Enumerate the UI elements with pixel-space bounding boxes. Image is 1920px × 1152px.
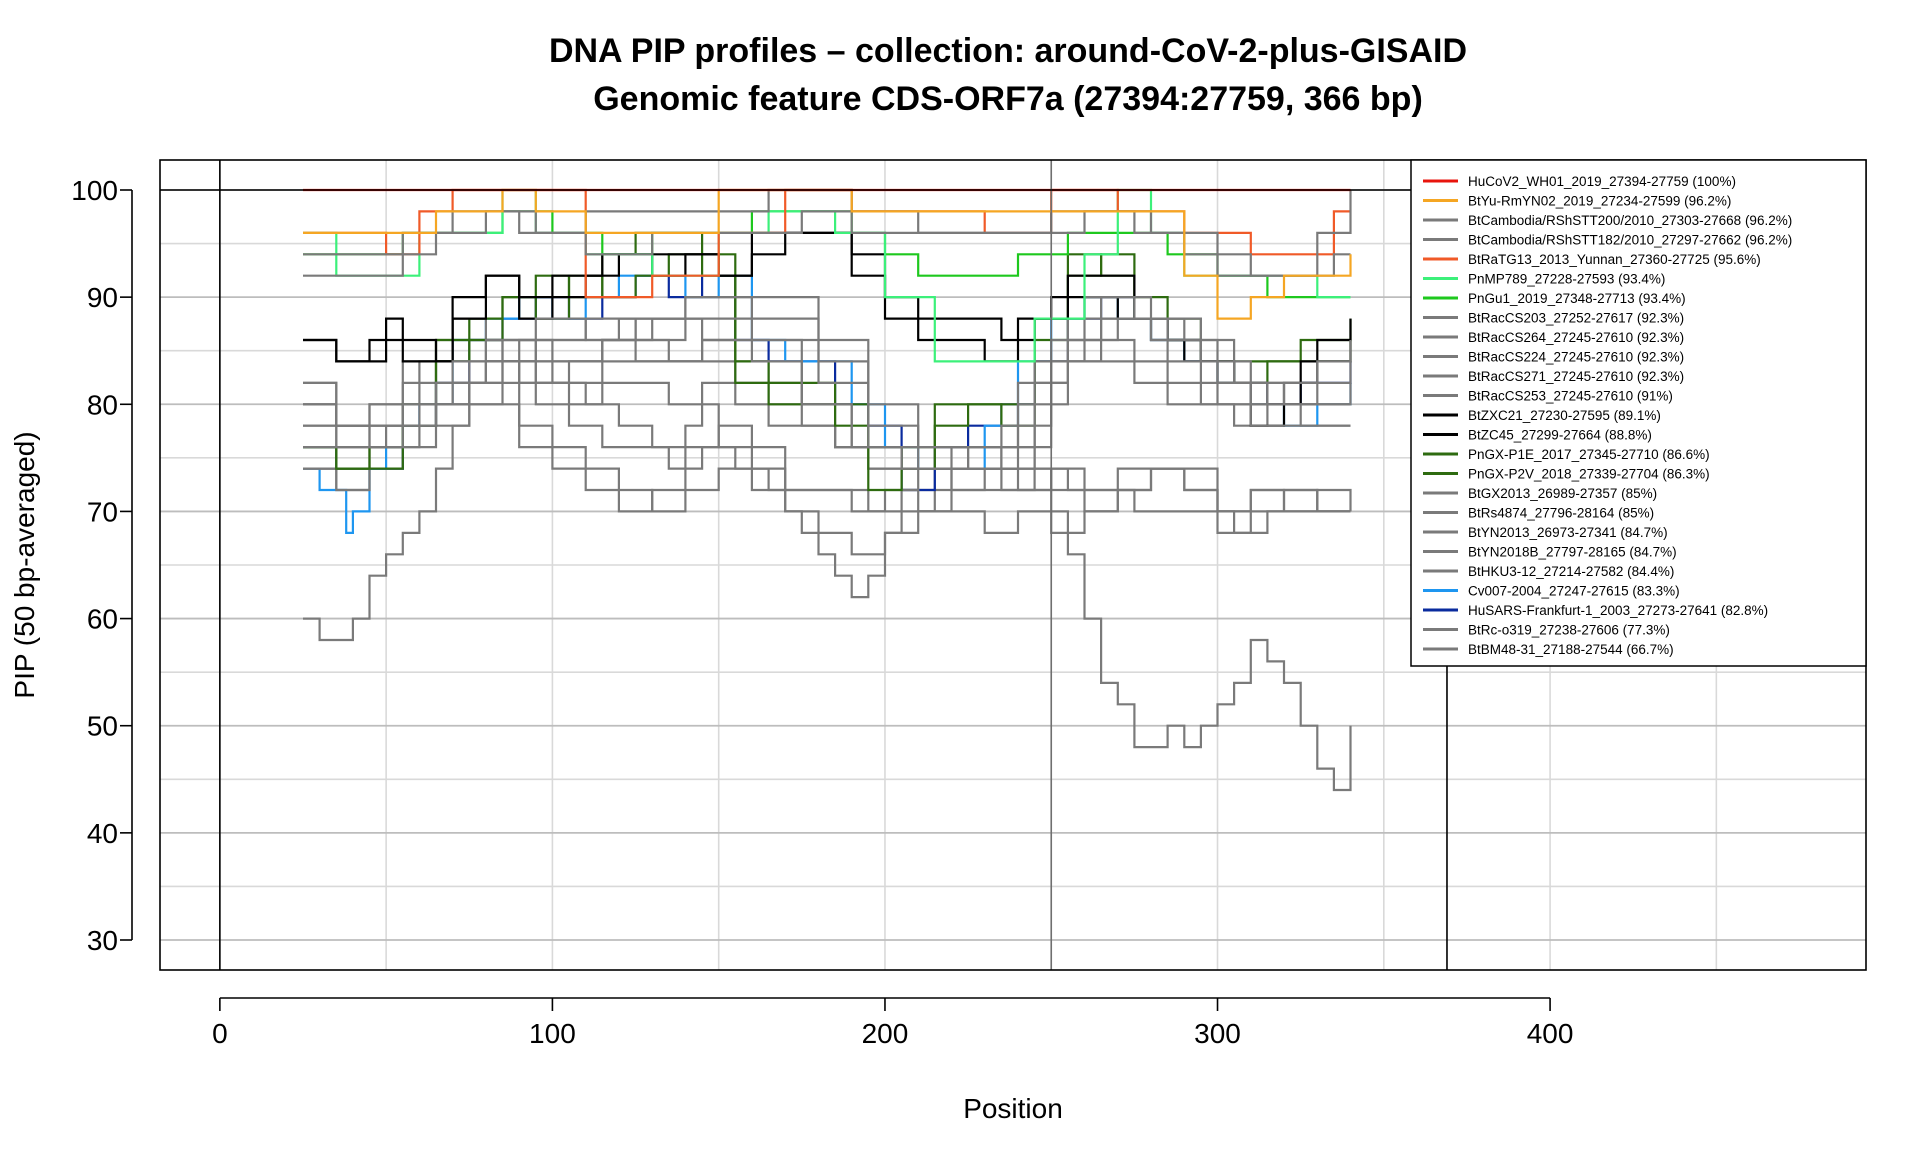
- legend-label: BtCambodia/RShSTT182/2010_27297-27662 (9…: [1468, 233, 1792, 248]
- series-line: [303, 231, 1352, 427]
- legend-label: BtRs4874_27796-28164 (85%): [1468, 506, 1654, 521]
- x-tick-label: 200: [862, 1018, 909, 1049]
- x-tick-label: 300: [1194, 1018, 1241, 1049]
- legend-label: BtRacCS203_27252-27617 (92.3%): [1468, 311, 1684, 326]
- legend-label: BtRacCS224_27245-27610 (92.3%): [1468, 350, 1684, 365]
- legend-label: PnMP789_27228-27593 (93.4%): [1468, 272, 1665, 287]
- y-tick-label: 100: [71, 175, 118, 206]
- series-line: [303, 360, 1351, 534]
- series-line: [303, 188, 1352, 320]
- y-tick-label: 40: [87, 818, 118, 849]
- legend-label: HuCoV2_WH01_2019_27394-27759 (100%): [1468, 174, 1736, 189]
- legend-label: BtGX2013_26989-27357 (85%): [1468, 486, 1657, 501]
- legend-label: BtYN2013_26973-27341 (84.7%): [1468, 525, 1668, 540]
- legend-label: Cv007-2004_27247-27615 (83.3%): [1468, 584, 1680, 599]
- legend-label: PnGu1_2019_27348-27713 (93.4%): [1468, 291, 1686, 306]
- x-tick-label: 400: [1527, 1018, 1574, 1049]
- legend-label: PnGX-P2V_2018_27339-27704 (86.3%): [1468, 467, 1710, 482]
- y-tick-label: 70: [87, 496, 118, 527]
- y-tick-label: 60: [87, 604, 118, 635]
- legend-label: BtRacCS271_27245-27610 (92.3%): [1468, 369, 1684, 384]
- legend-label: BtYN2018B_27797-28165 (84.7%): [1468, 545, 1677, 560]
- legend-label: BtHKU3-12_27214-27582 (84.4%): [1468, 564, 1674, 579]
- legend-label: BtCambodia/RShSTT200/2010_27303-27668 (9…: [1468, 213, 1792, 228]
- series-line: [303, 296, 1351, 449]
- x-axis-ticks: 0 100 200 300 400: [212, 997, 1574, 1049]
- legend-label: BtYu-RmYN02_2019_27234-27599 (96.2%): [1468, 194, 1731, 209]
- chart-title: DNA PIP profiles – collection: around-Co…: [549, 32, 1467, 70]
- x-tick-label: 0: [212, 1018, 228, 1049]
- legend: HuCoV2_WH01_2019_27394-27759 (100%) BtYu-…: [1410, 159, 1867, 667]
- y-tick-label: 80: [87, 389, 118, 420]
- legend-label: BtRc-o319_27238-27606 (77.3%): [1468, 623, 1670, 638]
- y-tick-label: 30: [87, 925, 118, 956]
- legend-label: HuSARS-Frankfurt-1_2003_27273-27641 (82.…: [1468, 603, 1768, 618]
- legend-label: BtZC45_27299-27664 (88.8%): [1468, 428, 1652, 443]
- legend-box: [1410, 159, 1867, 667]
- y-axis-label: PIP (50 bp-averaged): [9, 431, 40, 698]
- x-axis-label: Position: [963, 1093, 1063, 1124]
- chart-subtitle: Genomic feature CDS-ORF7a (27394:27759, …: [593, 80, 1423, 118]
- y-tick-label: 50: [87, 711, 118, 742]
- series-line: [303, 403, 1351, 642]
- legend-label: BtBM48-31_27188-27544 (66.7%): [1468, 642, 1674, 657]
- legend-label: BtRaTG13_2013_Yunnan_27360-27725 (95.6%): [1468, 252, 1761, 267]
- legend-label: PnGX-P1E_2017_27345-27710 (86.6%): [1468, 447, 1710, 462]
- series-line: [303, 381, 1352, 792]
- legend-label: BtRacCS253_27245-27610 (91%): [1468, 389, 1673, 404]
- legend-label: BtZXC21_27230-27595 (89.1%): [1468, 408, 1661, 423]
- y-axis-ticks: 30 40 50 60 70 80 90 100: [71, 175, 133, 956]
- legend-label: BtRacCS264_27245-27610 (92.3%): [1468, 330, 1684, 345]
- series-line: [303, 317, 1351, 513]
- series-lines: [303, 188, 1352, 792]
- y-tick-label: 90: [87, 282, 118, 313]
- x-tick-label: 100: [529, 1018, 576, 1049]
